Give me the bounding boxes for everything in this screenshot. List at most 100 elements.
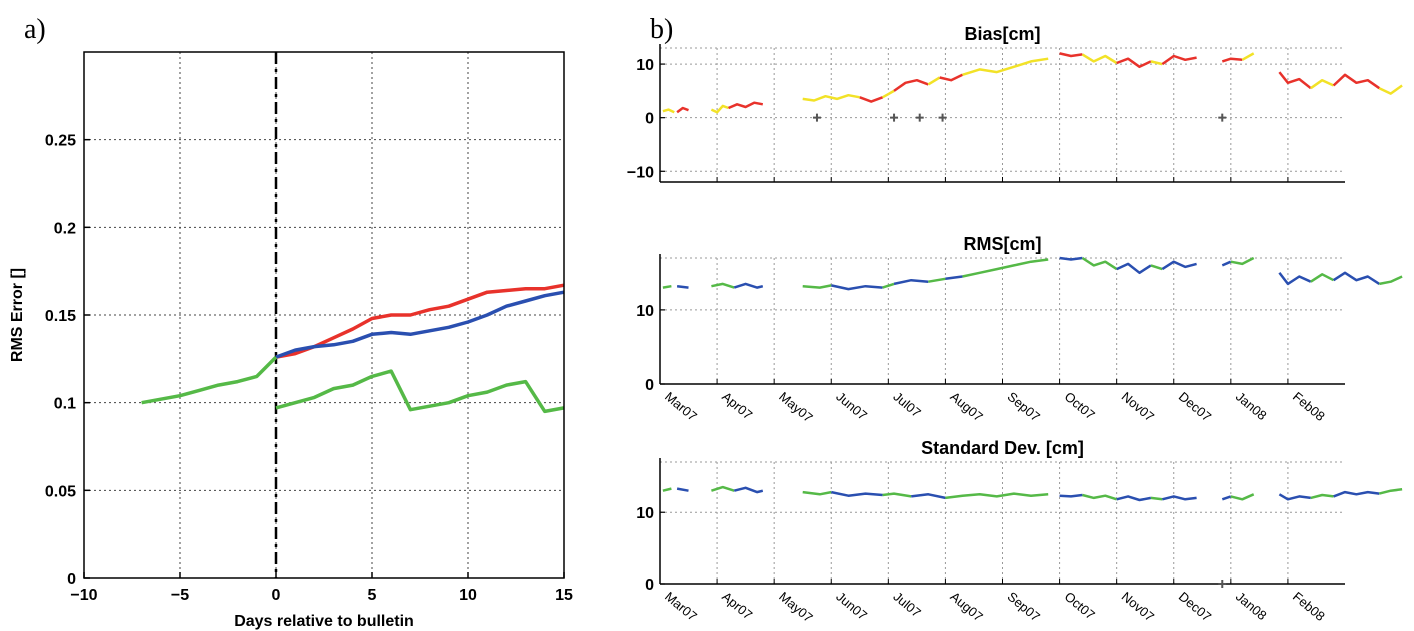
panel-label-a: a) [24,14,46,45]
x-tick-label: Sep07 [1005,389,1043,425]
chart-a: −10 −5 0 5 10 15 0 0.05 0.1 0.15 0.2 0.25 Days relat… [9,51,573,630]
series-line [141,355,278,405]
chart-title: Bias[cm] [964,24,1040,44]
y-tick-label: 10 [636,57,654,74]
series-line [911,493,946,500]
zero-marker [1218,113,1227,122]
x-tick-label: Mar07 [662,589,700,624]
x-tick-label: 5 [368,587,377,604]
series-line [831,284,883,291]
series-line [1221,495,1232,501]
series-line [662,108,675,114]
series-line [928,277,946,283]
series-line [1230,256,1255,266]
series-line [945,492,1049,500]
x-tick-label: 0 [272,587,281,604]
series-line [1059,52,1083,58]
y-tick-label: 10 [636,505,654,522]
zero-marker [890,113,899,122]
chart-rms: RMS[cm] 0 10 Mar07 Apr07 May07 Jun07 Jul07 Aug07… [636,234,1403,426]
chart-bias: Bias[cm] −10 0 10 [627,24,1403,183]
series-line [275,283,565,359]
series-line [927,76,941,86]
x-tick-label: Feb08 [1290,589,1328,624]
x-tick-label: Dec07 [1176,589,1214,625]
series-line [1150,264,1163,271]
y-tick-label: 0.2 [54,220,76,237]
y-tick-label: 0 [645,577,654,594]
chart-title: RMS[cm] [963,234,1041,254]
series-line [1221,57,1243,63]
x-tick-label: May07 [776,589,816,626]
x-tick-label: 10 [459,587,477,604]
series-line [802,490,832,496]
series-line [1379,275,1403,286]
series-line [1310,273,1335,283]
series-line [711,485,735,492]
series-line [962,258,1049,278]
y-tick-label: 0.05 [45,483,76,500]
x-tick-label: Aug07 [947,589,985,625]
series-line [1059,256,1083,261]
series-line [893,78,929,92]
x-tick-label: Aug07 [947,389,985,425]
series-line [893,278,929,286]
x-tick-label: Nov07 [1119,589,1157,625]
x-tick-label: Feb08 [1290,389,1328,424]
series-line [1116,495,1152,502]
y-tick-label: 0 [645,111,654,128]
x-tick-label: May07 [776,389,816,426]
series-line [275,290,565,359]
series-line [802,93,861,102]
series-line [1150,60,1163,66]
series-line [802,284,832,289]
series-line [711,282,735,289]
series-line [1310,493,1334,500]
x-tick-label: Jan08 [1233,389,1270,423]
x-tick-label: Jun07 [833,389,870,423]
x-tick-label: Mar07 [662,389,700,424]
x-tick-label: Apr07 [719,589,755,623]
plot-frame-a [83,51,565,579]
x-axis-label: Days relative to bulletin [234,613,414,630]
series-line [1161,54,1197,66]
y-tick-label: 0.15 [45,308,76,325]
series-line [676,487,689,492]
x-tick-label: −10 [70,587,97,604]
x-tick-label: Sep07 [1005,589,1043,625]
x-tick-label: Oct07 [1062,589,1098,623]
series-line [733,486,764,494]
series-line [662,487,672,492]
series-line [1161,495,1197,501]
series-line [1278,272,1312,286]
series-line [1241,52,1255,61]
series-line [676,106,689,114]
series-line [1332,73,1381,90]
y-tick-label: 0.1 [54,396,76,413]
zero-marker [1218,580,1227,588]
series-line [1278,71,1312,90]
y-tick-label: 10 [636,303,654,320]
series-line [1116,262,1152,275]
x-tick-label: Jun07 [833,589,870,623]
series-line [939,73,964,82]
series-line [1378,84,1403,95]
series-line [1278,493,1311,501]
series-line [859,96,884,103]
series-line [1310,78,1335,90]
x-tick-label: Apr07 [719,389,755,423]
y-axis-label: RMS Error [] [9,268,26,362]
x-tick-label: Nov07 [1119,389,1157,425]
y-tick-label: 0 [67,571,76,588]
series-line [1230,493,1255,501]
series-line [1081,256,1118,271]
x-tick-label: −5 [171,587,189,604]
series-line [882,282,895,289]
series-line [1059,493,1083,498]
series-line [945,275,963,281]
series-line [1221,260,1232,267]
zero-marker [915,113,924,122]
series-line [710,104,729,114]
series-line [881,89,895,99]
series-line [831,490,883,497]
